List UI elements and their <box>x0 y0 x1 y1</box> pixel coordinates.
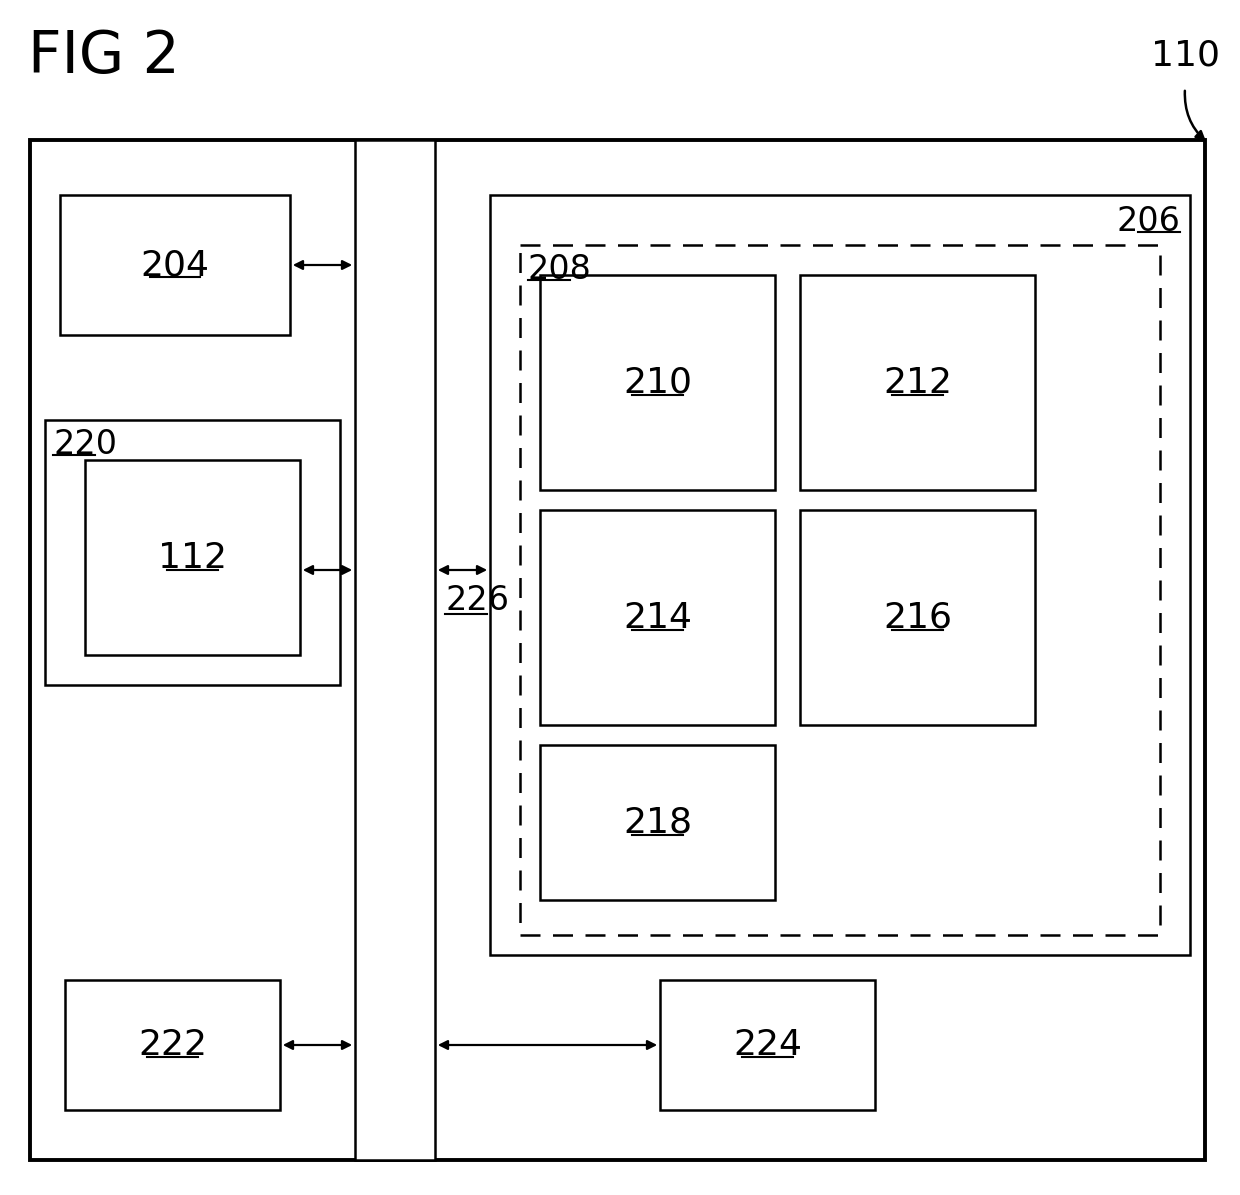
Bar <box>490 195 1190 955</box>
Bar <box>355 140 435 1160</box>
Bar <box>539 510 775 725</box>
Text: 220: 220 <box>53 428 117 461</box>
Bar <box>660 980 875 1110</box>
Text: 206: 206 <box>1116 206 1180 238</box>
Text: FIG 2: FIG 2 <box>29 27 180 85</box>
Text: 110: 110 <box>1151 38 1220 72</box>
Text: 226: 226 <box>445 583 508 617</box>
Text: 204: 204 <box>140 249 210 282</box>
Bar <box>30 140 1205 1160</box>
Text: 222: 222 <box>138 1028 207 1062</box>
Bar <box>800 510 1035 725</box>
Text: 216: 216 <box>883 601 952 635</box>
Text: 208: 208 <box>528 253 591 286</box>
Bar <box>800 275 1035 490</box>
Text: 218: 218 <box>622 805 692 840</box>
Text: 112: 112 <box>157 540 227 575</box>
Text: 214: 214 <box>622 601 692 635</box>
Bar <box>539 744 775 900</box>
Bar <box>520 245 1159 934</box>
Text: 212: 212 <box>883 366 952 399</box>
Text: 224: 224 <box>733 1028 802 1062</box>
Bar <box>45 419 340 685</box>
Bar <box>60 195 290 335</box>
Bar <box>64 980 280 1110</box>
Text: 210: 210 <box>622 366 692 399</box>
Bar <box>539 275 775 490</box>
Bar <box>86 460 300 655</box>
